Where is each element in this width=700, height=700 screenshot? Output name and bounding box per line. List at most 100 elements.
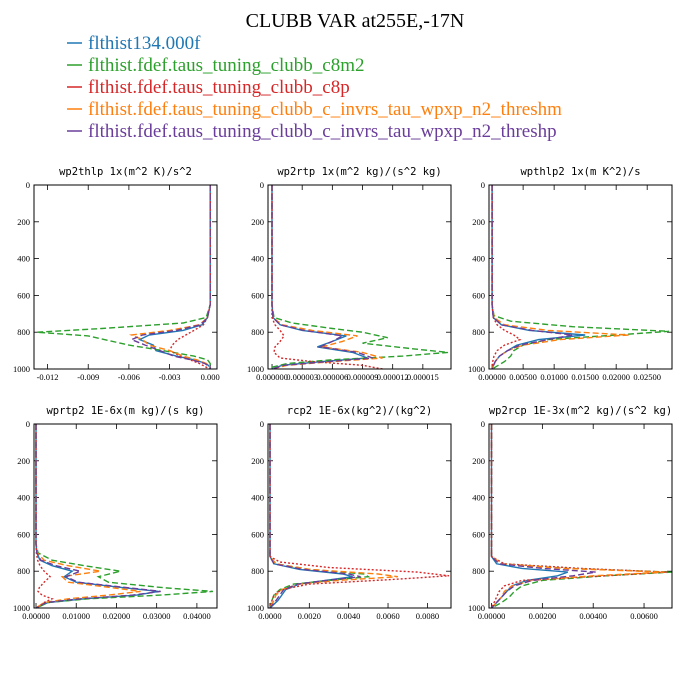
x-tick-label: 0.0080 [416,611,439,621]
series-line [269,424,450,609]
series-line [490,424,673,609]
y-tick-label: 400 [17,254,30,264]
chart-panel: wp2thlp 1x(m^2 K)/s^2 0 200 400 600 800 1000 -0… [13,166,220,382]
y-tick-label: 1000 [13,364,30,374]
x-tick-label: 0.00000 [478,372,506,382]
series-line [490,424,667,609]
series-line [271,185,449,369]
plot-frame [267,423,452,609]
chart-panel: wprtp2 1E-6x(m kg)/(s kg) 0 200 400 600 800 10… [13,405,218,621]
y-tick-label: 800 [17,327,30,337]
x-tick-label: 0.00500 [509,372,537,382]
panel-title: wprtp2 1E-6x(m kg)/(s kg) [46,405,204,417]
x-tick-label: 0.000006 [316,372,348,382]
legend-entry: flthist.fdef.taus_tuning_clubb_c_invrs_t… [88,99,562,120]
series-line [271,185,368,370]
y-tick-label: 600 [472,290,485,300]
y-tick-label: 400 [472,493,485,503]
series-line [35,424,159,609]
y-tick-label: 0 [481,419,485,429]
x-tick-label: 0.02000 [103,611,131,621]
x-tick-label: 0.00000 [478,611,506,621]
series-line [269,424,371,609]
chart-panel: wpthlp2 1x(m K^2)/s020040060080010000.00… [468,166,673,382]
y-tick-label: 600 [472,529,485,539]
series-line [35,424,161,609]
series-line [269,424,361,609]
legend-entry: flthist.fdef.taus_tuning_clubb_c_invrs_t… [88,121,557,142]
chart-panel: rcp2 1E-6x(kg^2)/(kg^2) 0 200 400 600 800 1000… [247,405,452,621]
series-line [491,185,669,370]
x-tick-label: -0.003 [159,372,181,382]
series-line [128,185,211,369]
series-line [168,185,211,370]
y-tick-label: 1000 [13,603,30,613]
x-tick-label: 0.00000 [22,611,50,621]
y-tick-label: 0 [481,180,485,190]
series-line [269,424,353,609]
y-tick-label: 600 [17,529,30,539]
chart-panel: wp2rtp 1x(m^2 kg)/(s^2 kg) 0 200 400 600 800 1… [247,166,452,382]
legend-entry: flthist134.000f [88,33,201,54]
x-tick-label: 0.02000 [602,372,630,382]
legend-entry: flthist.fdef.taus_tuning_clubb_c8m2 [88,55,365,76]
panel-title: wp2rcp 1E-3x(m^2 kg)/(s^2 kg) [489,405,672,417]
plot-frame [488,184,673,370]
x-tick-label: 0.00200 [529,611,557,621]
plot-frame [33,184,218,370]
y-tick-label: 1000 [247,603,264,613]
y-tick-label: 800 [251,566,264,576]
x-tick-label: -0.009 [77,372,99,382]
series-line [271,185,373,370]
series-line [271,185,383,370]
y-tick-label: 400 [251,493,264,503]
y-tick-label: 800 [17,566,30,576]
series-line [490,424,665,609]
x-tick-label: 0.000015 [407,372,439,382]
y-tick-label: 800 [251,327,264,337]
panel-title: wp2thlp 1x(m^2 K)/s^2 [59,166,192,178]
plot-frame [488,423,673,609]
panels-grid: wp2thlp 1x(m^2 K)/s^2 0 200 400 600 800 1000 -0… [13,166,673,621]
panel-title: rcp2 1E-6x(kg^2)/(kg^2) [287,405,432,417]
x-tick-label: 0.03000 [143,611,171,621]
plot-frame [267,184,452,370]
x-tick-label: 0.01000 [540,372,568,382]
plot-frame [33,423,218,609]
y-tick-label: 200 [251,217,264,227]
panel-title: wp2rtp 1x(m^2 kg)/(s^2 kg) [277,166,441,178]
x-tick-label: 0.0060 [376,611,399,621]
y-tick-label: 0 [260,419,264,429]
y-tick-label: 600 [251,290,264,300]
x-tick-label: -0.006 [118,372,140,382]
x-tick-label: 0.0020 [298,611,321,621]
y-tick-label: 800 [472,327,485,337]
series-line [137,185,211,369]
y-tick-label: 1000 [468,364,485,374]
x-tick-label: 0.000009 [347,372,379,382]
x-tick-label: 0.01500 [571,372,599,382]
y-tick-label: 400 [251,254,264,264]
series-line [271,185,383,370]
series-line [491,185,629,370]
y-tick-label: 200 [472,217,485,227]
x-tick-label: -0.012 [37,372,59,382]
series-line [129,185,211,369]
chart-panel: wp2rcp 1E-3x(m^2 kg)/(s^2 kg) 0 200 400 600 8… [468,405,673,621]
x-tick-label: 0.0040 [337,611,360,621]
x-tick-label: 0.02500 [633,372,661,382]
y-tick-label: 200 [17,217,30,227]
figure-title: CLUBB VAR at255E,-17N [246,10,465,32]
x-tick-label: 0.000000 [256,372,288,382]
y-tick-label: 200 [17,456,30,466]
x-tick-label: 0.0000 [258,611,281,621]
panel-title: wpthlp2 1x(m K^2)/s [520,166,640,178]
series-line [35,424,54,609]
series-line [36,185,211,369]
x-tick-label: 0.00600 [630,611,658,621]
y-tick-label: 600 [17,290,30,300]
y-tick-label: 0 [260,180,264,190]
legend: flthist134.000fflthist.fdef.taus_tuning_… [67,33,562,142]
series-line [35,424,141,609]
y-tick-label: 0 [26,180,30,190]
